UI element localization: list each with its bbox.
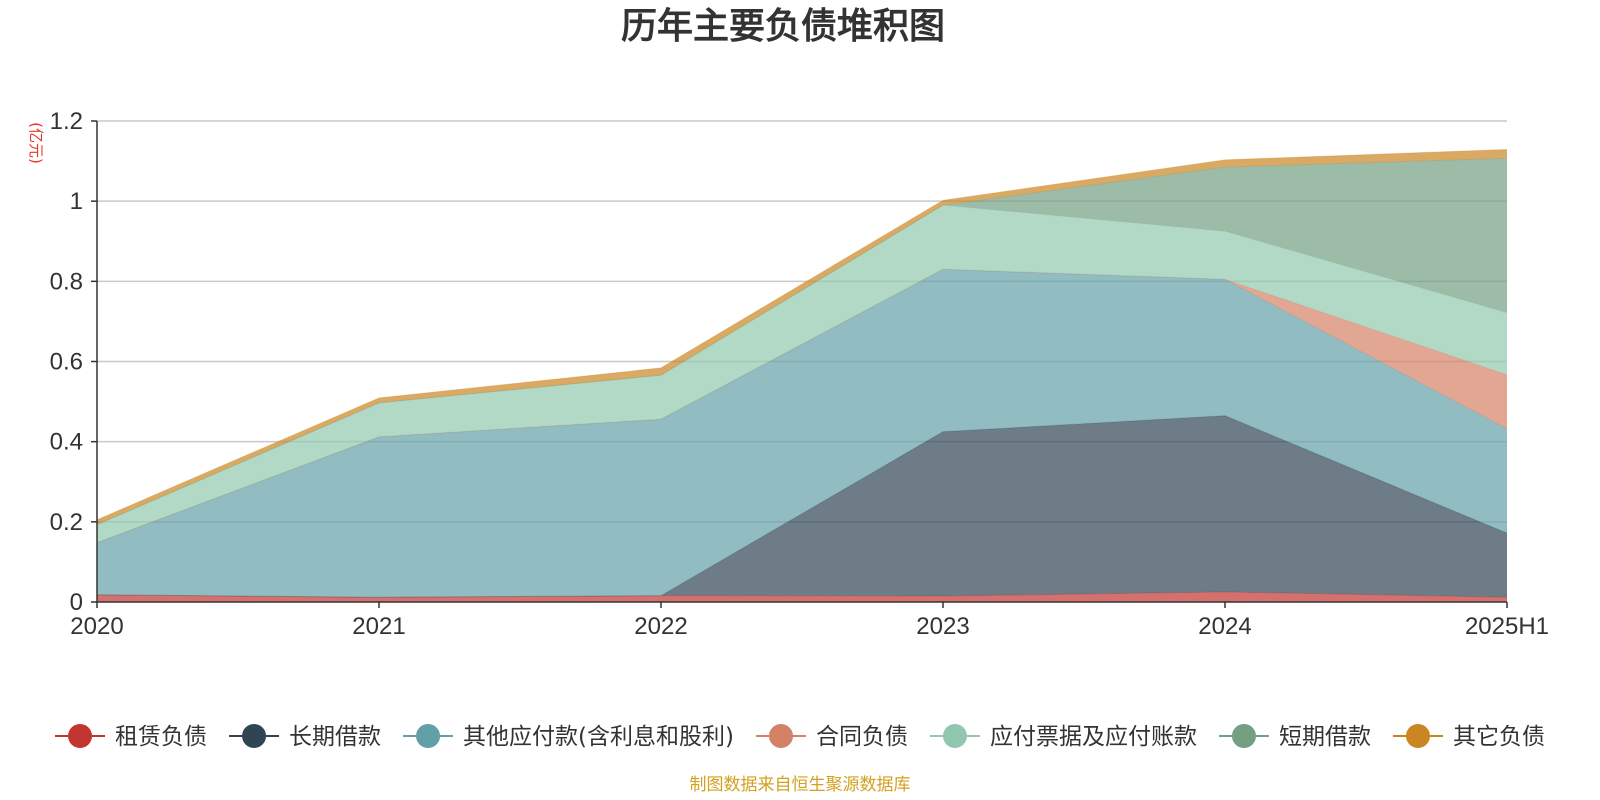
legend-label: 应付票据及应付账款 — [990, 724, 1197, 750]
legend-circle-icon — [242, 724, 267, 748]
series-line — [96, 148, 1508, 521]
series-area — [97, 158, 1507, 525]
x-tick-label: 2021 — [352, 613, 405, 640]
legend: 租赁负债 长期借款 其他应付款(含利息和股利) 合同负债 应付票据及应付账款 短期借款 其它… — [55, 724, 1545, 750]
legend-label: 租赁负债 — [115, 724, 207, 750]
legend-label: 其它负债 — [1453, 724, 1545, 750]
y-tick-label: 0.4 — [50, 429, 83, 456]
legend-circle-icon — [1405, 724, 1430, 748]
legend-label: 长期借款 — [289, 724, 381, 750]
axes: 0 0.2 0.4 0.6 0.8 1 1.2 2020 2021 2022 2023 2024 202… — [50, 108, 1549, 640]
legend-item[interactable]: 其他应付款(含利息和股利) — [403, 724, 734, 750]
legend-circle-icon — [942, 724, 967, 748]
legend-item[interactable]: 合同负债 — [755, 724, 908, 750]
legend-label: 其他应付款(含利息和股利) — [463, 724, 734, 750]
x-tick-label: 2025H1 — [1465, 613, 1549, 640]
legend-circle-icon — [1231, 724, 1256, 748]
y-tick-label: 0.8 — [50, 268, 83, 295]
chart-title: 历年主要负债堆积图 — [621, 6, 945, 47]
legend-item[interactable]: 长期借款 — [229, 724, 381, 750]
y-tick-label: 0.6 — [50, 349, 83, 376]
legend-label: 合同负债 — [816, 724, 908, 750]
legend-item[interactable]: 租赁负债 — [55, 724, 207, 750]
series-area — [97, 269, 1507, 598]
y-axis-unit-label: (亿元) — [27, 122, 45, 164]
y-tick-label: 1 — [70, 188, 83, 215]
y-tick-label: 0 — [70, 589, 83, 616]
legend-circle-icon — [68, 724, 93, 748]
series-areas — [96, 148, 1508, 602]
series-line — [96, 268, 1508, 544]
x-tick-label: 2023 — [916, 613, 969, 640]
y-tick-label: 1.2 — [50, 108, 83, 135]
legend-label: 短期借款 — [1279, 724, 1371, 750]
x-tick-label: 2020 — [70, 613, 123, 640]
x-tick-label: 2022 — [634, 613, 687, 640]
series-area — [97, 415, 1507, 598]
y-tick-label: 0.2 — [50, 509, 83, 536]
legend-item[interactable]: 其它负债 — [1392, 724, 1545, 750]
legend-item[interactable]: 应付票据及应付账款 — [929, 724, 1197, 750]
source-note: 制图数据来自恒生聚源数据库 — [690, 775, 911, 795]
legend-circle-icon — [768, 724, 793, 748]
x-tick-label: 2024 — [1198, 613, 1251, 640]
series-area — [97, 591, 1507, 602]
legend-circle-icon — [416, 724, 441, 748]
legend-item[interactable]: 短期借款 — [1218, 724, 1371, 750]
